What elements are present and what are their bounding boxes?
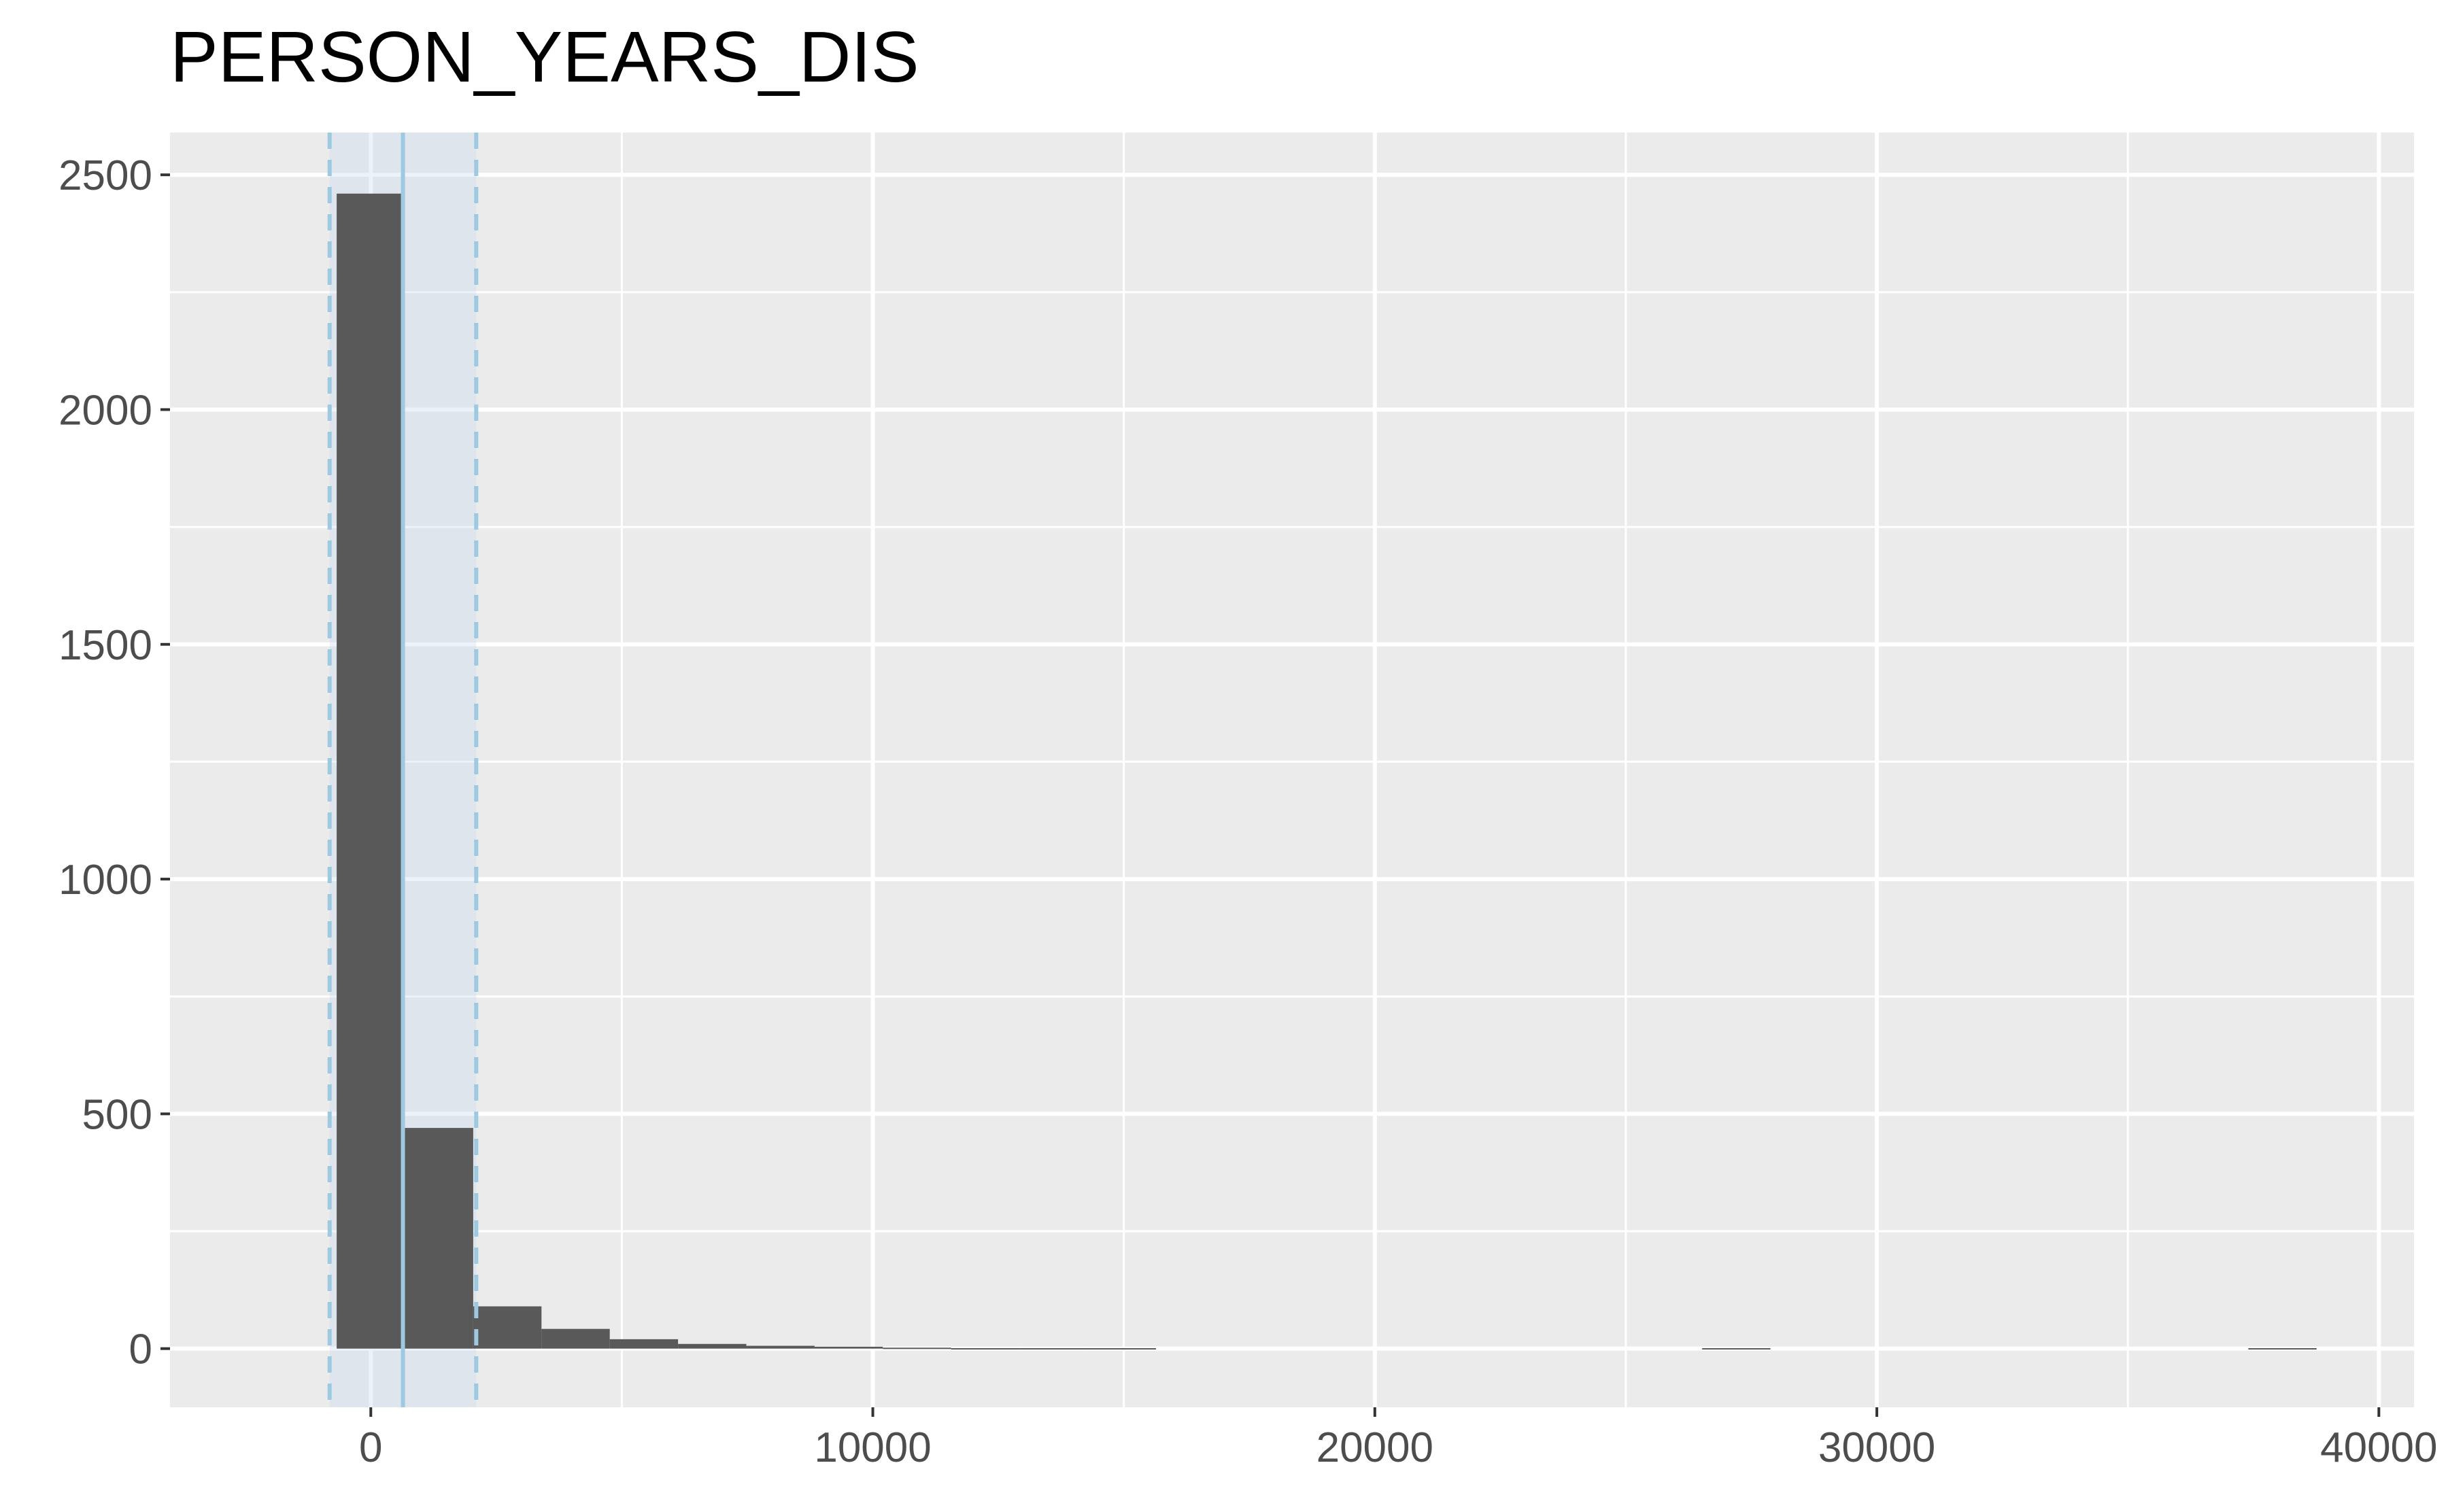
y-tick-label: 2000 <box>58 387 152 434</box>
histogram-bar <box>609 1339 679 1349</box>
y-axis: 0 500 1000 1500 2000 2500 <box>58 152 170 1373</box>
histogram-bars <box>337 193 2317 1350</box>
histogram-bar <box>473 1306 542 1349</box>
histogram-bar <box>951 1347 1020 1350</box>
chart-title: PERSON_YEARS_DIS <box>170 17 919 97</box>
histogram-bar <box>2248 1347 2317 1350</box>
x-tick-label: 10000 <box>814 1424 931 1471</box>
minor-gridlines <box>170 133 2414 1407</box>
x-tick-label: 0 <box>359 1424 382 1471</box>
histogram-bar <box>1019 1347 1088 1350</box>
y-tick-label: 500 <box>82 1091 152 1138</box>
histogram-bar <box>746 1345 815 1349</box>
major-gridlines <box>170 133 2414 1407</box>
y-tick-label: 1000 <box>58 857 152 904</box>
plot-panel <box>170 133 2414 1407</box>
x-tick-label: 30000 <box>1818 1424 1935 1471</box>
histogram-bar <box>541 1328 610 1349</box>
x-axis: 0 10000 20000 30000 40000 <box>359 1407 2438 1471</box>
x-tick-label: 20000 <box>1316 1424 1433 1471</box>
histogram-bar <box>337 193 405 1349</box>
x-tick-label: 40000 <box>2320 1424 2437 1471</box>
histogram-bar <box>1702 1347 1771 1350</box>
histogram-bar <box>814 1346 883 1349</box>
histogram-bar <box>883 1347 951 1350</box>
y-tick-label: 0 <box>129 1326 152 1373</box>
reference-lines <box>327 133 479 1407</box>
histogram-bar <box>678 1343 747 1349</box>
y-tick-label: 1500 <box>58 622 152 669</box>
y-tick-label: 2500 <box>58 152 152 199</box>
histogram-bar <box>1087 1347 1156 1350</box>
histogram-bar <box>405 1128 473 1349</box>
